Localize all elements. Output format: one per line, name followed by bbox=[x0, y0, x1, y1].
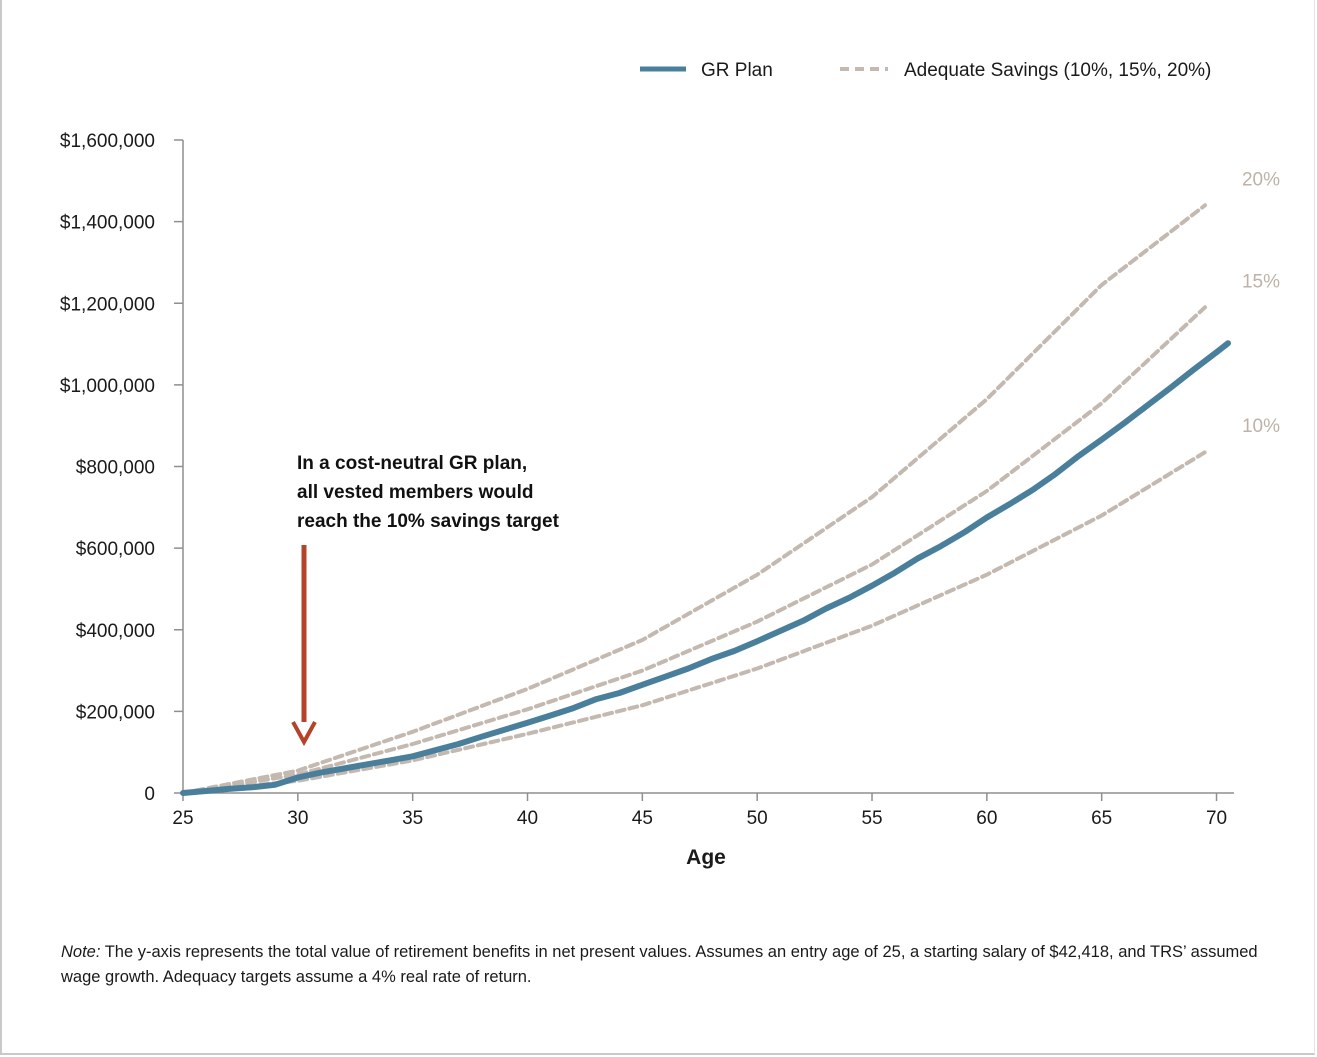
y-tick-label: $800,000 bbox=[76, 458, 155, 479]
x-tick-label: 35 bbox=[402, 808, 423, 829]
x-tick-label: 30 bbox=[287, 808, 308, 829]
y-tick-label: $400,000 bbox=[76, 621, 155, 642]
down-arrow-icon bbox=[291, 545, 317, 747]
series-lines bbox=[180, 203, 1231, 796]
series-end-label-20: 20% bbox=[1242, 169, 1280, 190]
x-tick-label: 45 bbox=[632, 808, 653, 829]
note-prefix: Note: bbox=[61, 943, 101, 961]
y-tick-label: $1,000,000 bbox=[60, 376, 155, 397]
chart-note: Note: The y-axis represents the total va… bbox=[61, 940, 1271, 990]
annotation-line-2: all vested members would bbox=[297, 482, 534, 503]
legend: GR Plan Adequate Savings (10%, 15%, 20%) bbox=[640, 60, 1211, 81]
legend-adequate-label: Adequate Savings (10%, 15%, 20%) bbox=[904, 60, 1211, 81]
x-tick-label: 25 bbox=[172, 808, 193, 829]
y-tick-label: $200,000 bbox=[76, 702, 155, 723]
note-text: The y-axis represents the total value of… bbox=[61, 943, 1258, 986]
y-axis-ticks: 0 $200,000 $400,000 $600,000 $800,000 $1,000,… bbox=[60, 131, 183, 805]
x-tick-label: 55 bbox=[861, 808, 882, 829]
series-end-labels: 10% 15% 20% bbox=[1242, 169, 1280, 437]
y-tick-label: $600,000 bbox=[76, 539, 155, 560]
series-line-gr-plan bbox=[180, 340, 1231, 796]
y-tick-label: $1,600,000 bbox=[60, 131, 155, 152]
x-tick-label: 40 bbox=[517, 808, 538, 829]
annotation-line-3: reach the 10% savings target bbox=[297, 511, 560, 532]
annotation: In a cost-neutral GR plan, all vested me… bbox=[291, 453, 560, 747]
retirement-savings-chart: GR Plan Adequate Savings (10%, 15%, 20%)… bbox=[60, 60, 1280, 869]
y-tick-label: 0 bbox=[144, 784, 155, 805]
annotation-line-1: In a cost-neutral GR plan, bbox=[297, 453, 527, 474]
series-line-adequate-10 bbox=[181, 450, 1207, 795]
series-end-label-15: 15% bbox=[1242, 271, 1280, 292]
x-tick-label: 65 bbox=[1091, 808, 1112, 829]
x-axis-title: Age bbox=[686, 846, 726, 869]
legend-gr-plan-label: GR Plan bbox=[701, 60, 773, 81]
y-tick-label: $1,200,000 bbox=[60, 294, 155, 315]
y-tick-label: $1,400,000 bbox=[60, 213, 155, 234]
x-tick-label: 70 bbox=[1206, 808, 1227, 829]
series-line-adequate-20 bbox=[181, 203, 1207, 795]
x-tick-label: 60 bbox=[976, 808, 997, 829]
x-axis-ticks: 25 30 35 40 45 50 55 60 65 70 bbox=[172, 793, 1227, 829]
series-line-adequate-15 bbox=[181, 305, 1207, 795]
series-end-label-10: 10% bbox=[1242, 416, 1280, 437]
x-tick-label: 50 bbox=[747, 808, 768, 829]
